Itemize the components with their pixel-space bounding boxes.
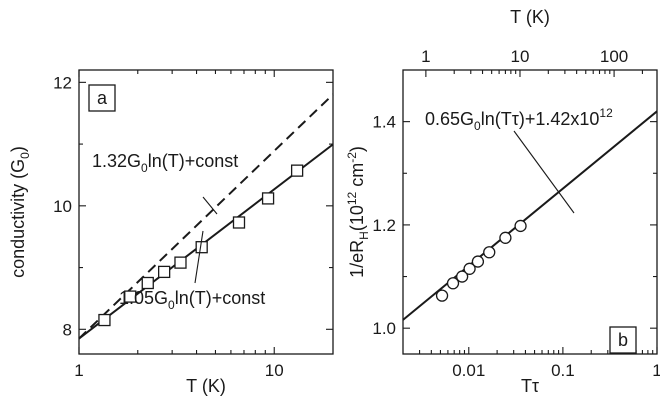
panel-b-fit-annotation: 0.65G0ln(Tτ)+1.42x1012 bbox=[425, 106, 613, 133]
panel-b-x-axis-title: Tτ bbox=[521, 376, 539, 396]
fit-line-solid bbox=[402, 110, 658, 321]
y-tick-label: 10 bbox=[53, 197, 72, 216]
panel-a-xtick-labels: 1 10 bbox=[74, 361, 283, 380]
x-tick-label: 0.1 bbox=[551, 361, 575, 380]
panel-b-annotation-leader bbox=[513, 130, 575, 214]
y-tick-label: 12 bbox=[53, 73, 72, 92]
data-point-circle bbox=[455, 270, 469, 283]
x-tick-label: 1 bbox=[74, 361, 83, 380]
data-point-circle bbox=[435, 289, 449, 302]
panel-b-top-xtick-labels: 1 10 100 bbox=[421, 47, 628, 66]
data-point-circle bbox=[446, 277, 460, 290]
y-tick-label: 1.0 bbox=[372, 319, 396, 338]
data-point-square bbox=[141, 276, 154, 290]
panel-b-label-box bbox=[609, 326, 637, 354]
panel-a-ticks bbox=[78, 70, 333, 354]
panel-b-frame bbox=[402, 69, 658, 355]
data-point-square bbox=[124, 290, 137, 303]
panel-a-label-box bbox=[88, 84, 116, 112]
data-point-circle bbox=[471, 255, 485, 268]
data-point-circle bbox=[499, 231, 512, 244]
data-point-square bbox=[174, 256, 187, 269]
data-point-square bbox=[261, 192, 275, 205]
y-tick-label: 1.2 bbox=[372, 216, 396, 235]
panel-a-label: a bbox=[97, 88, 108, 108]
y-tick-label: 1.4 bbox=[372, 113, 396, 132]
x-tick-label: 0.01 bbox=[452, 361, 485, 380]
fit-line-dashed bbox=[78, 93, 334, 340]
data-point-square bbox=[195, 241, 208, 254]
panel-b-lines bbox=[402, 110, 658, 321]
panel-b-xtick-labels: 0.01 0.1 1 bbox=[452, 361, 660, 380]
panel-b-top-x-axis-title: T (K) bbox=[510, 7, 550, 27]
panel-a-points bbox=[98, 164, 304, 327]
data-point-circle bbox=[514, 219, 527, 233]
panel-a-frame bbox=[78, 69, 334, 355]
panel-b: 0.01 0.1 1 1.0 1.2 1.4 1 10 100 0.65G0ln(Tτ)+1… bbox=[345, 7, 660, 396]
data-point-square bbox=[232, 216, 246, 229]
data-point-circle bbox=[463, 262, 476, 275]
panel-b-y-axis-title: 1/eRH(1012 cm-2) bbox=[345, 146, 371, 278]
top-x-tick-label: 1 bbox=[421, 47, 430, 66]
data-point-square bbox=[290, 164, 304, 177]
top-x-tick-label: 10 bbox=[511, 47, 530, 66]
panel-a-x-axis-title: T (K) bbox=[186, 376, 226, 396]
data-point-square bbox=[98, 313, 111, 327]
top-x-tick-label: 100 bbox=[600, 47, 628, 66]
panel-a-solid-annotation-leader bbox=[194, 230, 204, 284]
panel-b-ytick-labels: 1.0 1.2 1.4 bbox=[372, 113, 396, 339]
panel-a-dashed-annotation-leader bbox=[202, 196, 218, 215]
x-tick-label: 10 bbox=[265, 361, 284, 380]
y-tick-label: 8 bbox=[63, 320, 72, 339]
data-point-square bbox=[158, 265, 171, 279]
panel-a-dashed-fit-annotation: 1.32G0ln(T)+const bbox=[92, 151, 238, 175]
panel-b-points bbox=[435, 219, 527, 302]
panel-b-label: b bbox=[618, 330, 628, 350]
panel-a: 1 10 8 10 12 a 1.32G0ln(T)+const 1.05G0ln(T… bbox=[8, 69, 334, 396]
data-point-circle bbox=[483, 246, 496, 259]
panel-a-solid-fit-annotation: 1.05G0ln(T)+const bbox=[119, 288, 265, 312]
panel-a-ytick-labels: 8 10 12 bbox=[53, 73, 72, 339]
x-tick-label: 1 bbox=[652, 361, 660, 380]
panel-a-y-axis-title: conductivity (G0) bbox=[8, 146, 32, 278]
